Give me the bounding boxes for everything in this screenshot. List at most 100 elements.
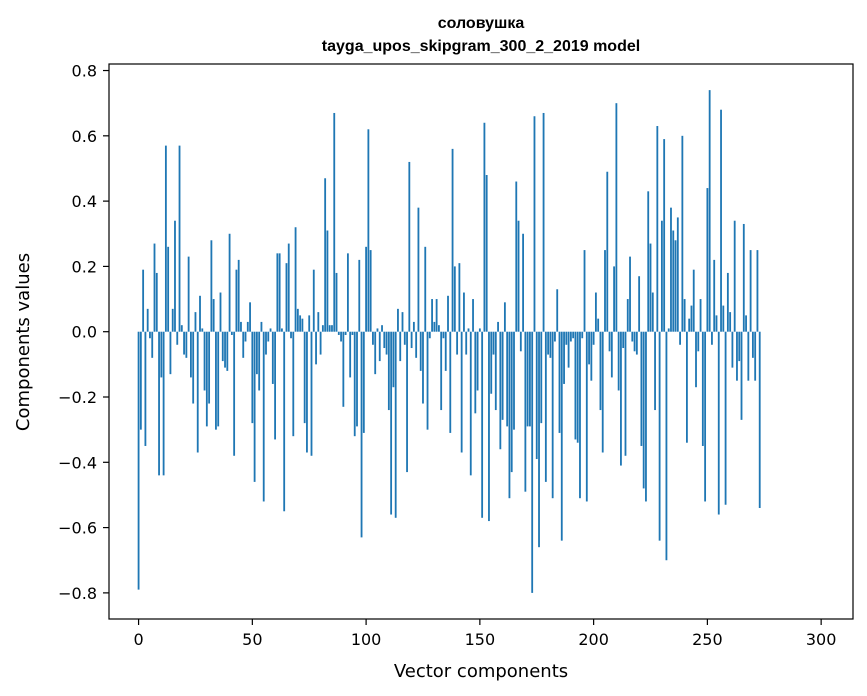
bar <box>711 331 713 345</box>
bar <box>274 331 276 440</box>
bar <box>426 331 429 430</box>
bar <box>340 331 342 342</box>
bar <box>485 175 488 332</box>
bar <box>287 243 290 332</box>
bar <box>321 325 324 332</box>
bar <box>271 331 274 384</box>
y-axis-label: Components values <box>13 253 34 431</box>
bar <box>174 220 176 332</box>
bar <box>547 331 550 355</box>
bar <box>747 331 750 381</box>
bar <box>342 331 345 407</box>
bar <box>308 315 311 332</box>
bar <box>249 302 251 332</box>
bar <box>194 312 197 332</box>
bar <box>242 331 245 358</box>
bar <box>369 250 372 332</box>
bar <box>683 299 686 332</box>
bar <box>690 305 693 332</box>
bar <box>590 331 593 381</box>
bar <box>333 112 336 332</box>
y-tick-label: 0.4 <box>72 192 97 211</box>
y-tick-label: 0.8 <box>72 62 97 81</box>
bar <box>713 259 716 332</box>
bar <box>510 331 513 473</box>
bar <box>751 331 754 358</box>
bar <box>144 331 147 446</box>
bar <box>608 331 611 352</box>
bar <box>151 331 154 358</box>
bar <box>294 227 297 332</box>
bar <box>290 331 292 339</box>
bar <box>647 191 650 332</box>
y-tick-label: 0.0 <box>72 323 97 342</box>
bar <box>381 325 383 332</box>
bar <box>585 331 588 502</box>
bar <box>490 331 493 394</box>
bar <box>645 331 647 502</box>
bar <box>292 331 295 437</box>
bar <box>695 331 697 388</box>
bar <box>729 312 732 332</box>
bar <box>353 331 356 437</box>
bar <box>556 289 559 332</box>
bar <box>344 331 347 335</box>
bar <box>235 269 238 332</box>
bar <box>758 331 761 508</box>
bar <box>385 331 388 355</box>
bar <box>476 331 479 391</box>
bar <box>315 331 317 365</box>
bar <box>572 331 575 339</box>
bar <box>579 331 581 499</box>
bar <box>372 331 374 345</box>
bar <box>638 276 641 332</box>
bar <box>296 308 299 332</box>
bar <box>681 135 684 332</box>
bar <box>592 331 595 345</box>
bar <box>399 331 402 362</box>
bar <box>658 331 661 541</box>
bar <box>754 331 757 381</box>
bar <box>499 331 502 450</box>
bar <box>569 331 572 342</box>
bar <box>306 331 308 453</box>
bar <box>285 263 288 332</box>
bar <box>146 308 149 332</box>
bar <box>253 331 256 482</box>
bar <box>431 299 433 332</box>
bar <box>410 331 413 349</box>
bar <box>205 331 208 427</box>
bar <box>387 331 390 411</box>
bar <box>317 312 320 332</box>
y-tick-label: 0.6 <box>72 127 97 146</box>
bar <box>679 331 681 345</box>
bar <box>203 331 206 391</box>
bar <box>422 331 424 404</box>
x-tick-label: 200 <box>578 630 609 649</box>
bar <box>544 331 547 482</box>
x-tick-label: 150 <box>465 630 496 649</box>
bar <box>178 145 181 332</box>
bar <box>251 331 254 424</box>
bar <box>633 331 636 352</box>
bar <box>613 266 616 332</box>
bar <box>531 331 534 593</box>
bar <box>356 331 358 427</box>
bar <box>310 331 313 456</box>
chart-title: соловушка <box>438 15 525 32</box>
bar <box>149 331 151 339</box>
bar <box>299 315 302 332</box>
bar <box>392 331 395 388</box>
bar <box>742 223 745 332</box>
bar <box>663 139 666 332</box>
bar <box>199 295 201 332</box>
bar <box>620 331 622 466</box>
bar <box>736 331 738 381</box>
bar <box>726 272 729 332</box>
bar <box>428 331 431 339</box>
bar <box>360 331 363 538</box>
bar <box>674 240 677 332</box>
bar <box>745 315 747 332</box>
bar <box>326 230 329 332</box>
